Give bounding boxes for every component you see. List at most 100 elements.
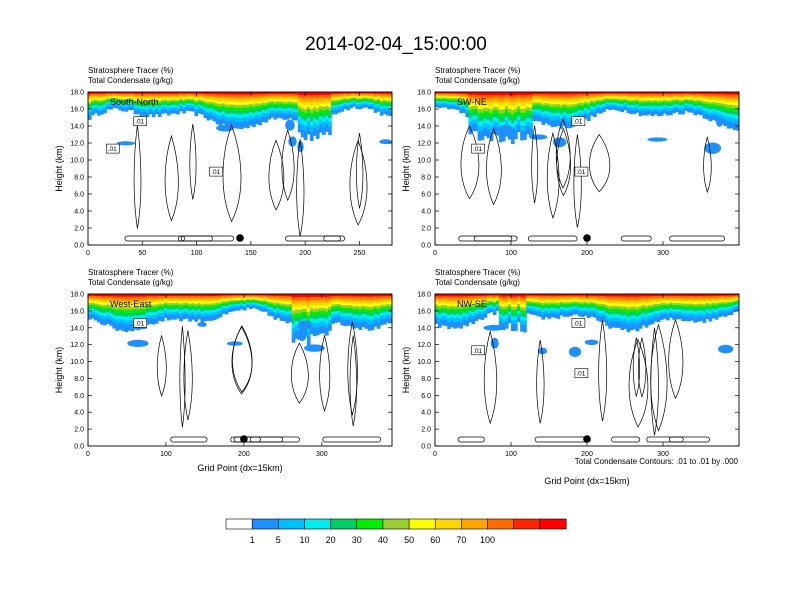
contour-label: .01 [133,116,147,126]
condensate-contours [458,118,725,242]
colorbar: 1 5 10 20 30 40 50 60 70 100 [225,518,567,545]
contour-label: .01 [106,143,120,154]
x-tick-label: 300 [657,250,669,257]
tracer-field [88,294,392,352]
y-tick-label: 4.0 [421,209,431,216]
panel-2: .01 .01 .01 0.0 2.0 4.0 6.0 8.0 10.0 12.0 14.0 16.0… [401,66,740,257]
x-tick-label: 50 [138,250,146,257]
condensate-contours [124,124,368,242]
y-tick-label: 18.0 [70,292,84,299]
y-tick-label: 10.0 [70,359,84,366]
contour-label: .01 [471,143,485,154]
svg-text:.01: .01 [573,320,582,327]
panels: .01 .01 .01 0.0 2.0 4.0 6.0 8.0 10.0 12.0 14.0 16.0… [54,66,740,486]
colorbar-swatch [382,518,410,530]
contour-label: .01 [574,368,589,378]
panel-label: West-East [110,299,152,309]
svg-text:.01: .01 [576,371,585,378]
y-tick-label: 16.0 [70,107,84,114]
colorbar-label: 30 [352,535,362,545]
x-tick-label: 100 [505,250,517,257]
x-tick-label: 300 [657,451,669,458]
panel-subtitle: Total Condensate (g/kg) [435,76,520,85]
panel-subtitle: Total Condensate (g/kg) [88,76,173,85]
y-tick-label: 10.0 [417,158,431,165]
x-tick-label: 150 [245,250,257,257]
y-tick-label: 4.0 [74,209,84,216]
svg-text:.01: .01 [576,169,585,176]
colorbar-label: 40 [378,535,388,545]
colorbar-swatch [513,518,541,530]
x-tick-label: 200 [238,451,250,458]
tracer-field [88,92,392,153]
y-axis-label: Height (km) [54,347,64,394]
figure-title: 2014-02-04_15:00:00 [305,34,487,55]
y-tick-label: 2.0 [74,427,84,434]
y-tick-label: 14.0 [70,325,84,332]
y-tick-label: 0.0 [74,444,84,451]
x-tick-label: 100 [191,250,203,257]
condensate-contours [156,321,382,443]
colorbar-label: 70 [456,535,466,545]
y-tick-label: 12.0 [417,342,431,349]
colorbar-swatch [278,518,305,530]
x-tick-label: 0 [433,451,437,458]
y-axis-label: Height (km) [54,145,64,192]
colorbar-swatch [251,518,279,530]
svg-text:.01: .01 [108,146,117,153]
contour-label: .01 [471,345,485,356]
location-marker [240,435,248,443]
colorbar-swatch [408,518,436,530]
colorbar-label: 50 [404,535,414,545]
y-axis-label: Height (km) [401,145,411,192]
y-tick-label: 8.0 [421,376,431,383]
colorbar-label: 20 [326,535,336,545]
x-tick-label: 300 [316,451,328,458]
plot-frame [87,293,393,447]
svg-text:.01: .01 [573,119,582,126]
panel-subtitle: Stratosphere Tracer (%) [88,268,174,277]
colorbar-swatch [434,518,462,530]
panel-subtitle: Stratosphere Tracer (%) [88,66,174,75]
y-tick-label: 0.0 [421,444,431,451]
contour-label: .01 [571,116,586,126]
tracer-field [435,92,739,154]
x-tick-label: 200 [299,250,311,257]
plot-frame [87,91,393,246]
y-tick-label: 10.0 [417,359,431,366]
x-tick-label: 250 [354,250,366,257]
contour-label: .01 [133,318,147,328]
y-tick-label: 14.0 [417,325,431,332]
tracer-field [435,294,739,357]
colorbar-label: 100 [480,535,495,545]
x-axis-label: Grid Point (dx=15km) [197,463,282,473]
panel-1: .01 .01 .01 0.0 2.0 4.0 6.0 8.0 10.0 12.0 14.0 16.0… [54,66,393,257]
y-tick-label: 18.0 [417,90,431,97]
x-tick-label: 100 [160,451,172,458]
y-tick-label: 2.0 [421,226,431,233]
y-tick-label: 12.0 [70,342,84,349]
svg-text:.01: .01 [473,146,482,153]
y-tick-label: 6.0 [421,393,431,400]
colorbar-swatch [356,518,384,530]
colorbar-swatch [304,518,332,530]
y-tick-label: 4.0 [74,410,84,417]
y-tick-label: 16.0 [70,308,84,315]
panel-4: .01 .01 .01 0.0 2.0 4.0 6.0 8.0 10.0 12.0 14.0 16.0… [401,268,740,486]
colorbar-label: 1 [250,535,255,545]
y-tick-label: 18.0 [417,292,431,299]
colorbar-swatch [539,518,567,530]
y-tick-label: 10.0 [70,158,84,165]
y-tick-label: 14.0 [70,124,84,131]
colorbar-swatch [330,518,358,530]
contour-label: .01 [574,166,589,177]
panel-3: .01 0.0 2.0 4.0 6.0 8.0 10.0 12.0 14.0 16.0 18.0 0 1… [54,268,393,473]
y-tick-label: 16.0 [417,107,431,114]
x-tick-label: 100 [505,451,517,458]
colorbar-swatch [487,518,515,530]
y-tick-label: 6.0 [421,192,431,199]
y-tick-label: 18.0 [70,90,84,97]
x-tick-label: 200 [581,451,593,458]
contour-label: .01 [571,318,586,328]
